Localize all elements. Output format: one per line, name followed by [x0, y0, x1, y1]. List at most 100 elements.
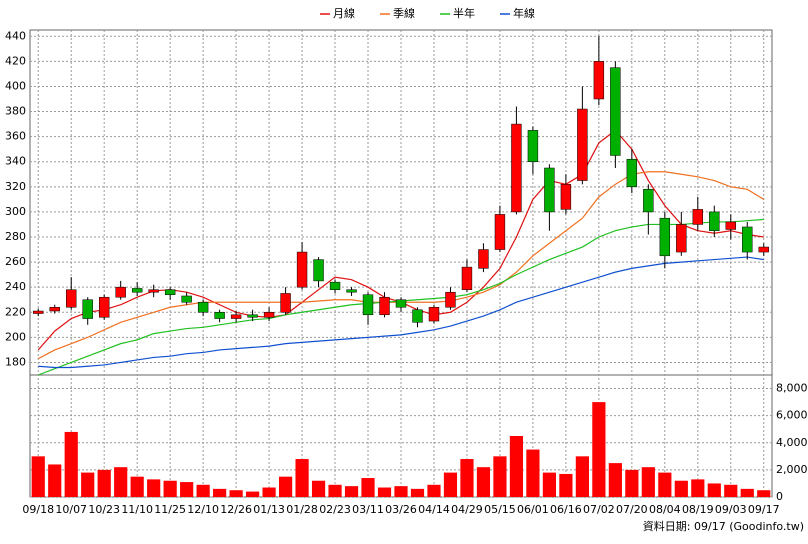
y-tick-label: 280	[5, 230, 26, 243]
volume-bar	[328, 484, 342, 497]
volume-bar	[476, 467, 491, 497]
volume-bar	[443, 472, 458, 497]
candle-body	[461, 266, 473, 290]
x-tick-label: 06/01	[517, 503, 549, 516]
y-tick-label: 180	[5, 355, 26, 368]
candle-body	[346, 289, 357, 293]
candle-body	[577, 108, 588, 181]
candle-body	[181, 295, 192, 303]
volume-bar	[344, 486, 359, 497]
candle-body	[511, 123, 522, 213]
candle-body	[197, 301, 209, 313]
candle-body	[99, 296, 110, 318]
y2-tick-label: 0	[776, 490, 783, 503]
y-tick-label: 260	[5, 255, 26, 268]
volume-bar	[163, 480, 177, 497]
x-tick-label: 10/07	[55, 503, 87, 516]
y-tick-label: 320	[5, 180, 26, 193]
volume-bar	[427, 484, 441, 497]
candle-body	[676, 224, 687, 253]
legend-label: 季線	[393, 6, 415, 20]
legend-label: 年線	[513, 6, 535, 20]
volume-bar	[674, 480, 688, 497]
volume-bar	[377, 487, 392, 497]
volume-bar	[559, 473, 573, 497]
volume-bar	[196, 484, 210, 497]
volume-bar	[410, 488, 425, 497]
volume-bar	[625, 469, 639, 497]
candle-body	[247, 314, 258, 318]
volume-bar	[278, 476, 293, 497]
candle-body	[362, 294, 374, 316]
volume-bar	[64, 431, 78, 497]
y2-tick-label: 4,000	[776, 436, 808, 449]
volume-bar	[740, 488, 754, 497]
candle-body	[296, 251, 308, 288]
x-tick-label: 12/10	[187, 503, 219, 516]
y-tick-label: 240	[5, 280, 26, 293]
x-tick-label: 09/18	[22, 503, 54, 516]
y-tick-label: 360	[5, 130, 26, 143]
x-tick-label: 01/13	[253, 503, 285, 516]
x-tick-label: 11/10	[121, 503, 153, 516]
candle-body	[379, 296, 390, 316]
candle-body	[560, 184, 572, 210]
candle-body	[131, 288, 143, 293]
volume-bar	[394, 486, 408, 497]
x-tick-label: 08/04	[649, 503, 681, 516]
x-tick-label: 09/17	[748, 503, 780, 516]
x-tick-label: 11/25	[154, 503, 186, 516]
candle-body	[544, 167, 555, 213]
candle-body	[148, 289, 159, 293]
candle-body	[610, 67, 621, 156]
candle-body	[709, 211, 720, 231]
candle-body	[725, 221, 736, 230]
volume-bar	[361, 478, 375, 497]
legend-label: 半年	[453, 6, 475, 20]
volume-bar	[608, 463, 622, 497]
volume-bar	[575, 456, 589, 497]
legend-label: 月線	[333, 6, 355, 20]
y2-tick-label: 8,000	[776, 382, 808, 395]
x-tick-label: 08/19	[682, 503, 714, 516]
candle-body	[593, 61, 605, 100]
candle-body	[329, 281, 341, 290]
volume-bar	[592, 402, 606, 497]
candle-body	[164, 289, 176, 295]
y-tick-label: 400	[5, 79, 26, 92]
candle-body	[214, 312, 225, 319]
volume-bar	[493, 456, 507, 497]
footer-note: 資料日期: 09/17 (Goodinfo.tw)	[643, 519, 804, 533]
volume-bar	[31, 456, 45, 497]
candle-body	[33, 310, 44, 314]
y-tick-label: 200	[5, 330, 26, 343]
candle-body	[115, 286, 126, 298]
x-tick-label: 01/28	[286, 503, 318, 516]
y-tick-label: 220	[5, 305, 26, 318]
candle-body	[527, 130, 539, 162]
volume-bar	[724, 484, 738, 497]
volume-bar	[295, 459, 309, 497]
volume-bar	[180, 482, 194, 497]
x-tick-label: 10/23	[88, 503, 120, 516]
volume-bar	[526, 449, 540, 497]
volume-bar	[130, 476, 144, 497]
x-tick-label: 09/03	[715, 503, 747, 516]
x-tick-label: 05/15	[484, 503, 516, 516]
candle-body	[49, 307, 60, 312]
candle-body	[263, 312, 275, 318]
candle-body	[478, 249, 489, 269]
volume-bar	[460, 459, 474, 497]
y2-tick-label: 2,000	[776, 463, 808, 476]
volume-bar	[658, 472, 672, 497]
volume-bar	[707, 483, 721, 497]
candle-body	[445, 291, 456, 308]
volume-bar	[48, 464, 62, 497]
candle-body	[395, 299, 407, 308]
candle-body	[280, 293, 291, 313]
volume-bar	[97, 469, 111, 497]
volume-bar	[246, 491, 260, 497]
candle-body	[230, 314, 242, 319]
volume-bar	[114, 467, 128, 497]
x-tick-label: 04/14	[418, 503, 450, 516]
